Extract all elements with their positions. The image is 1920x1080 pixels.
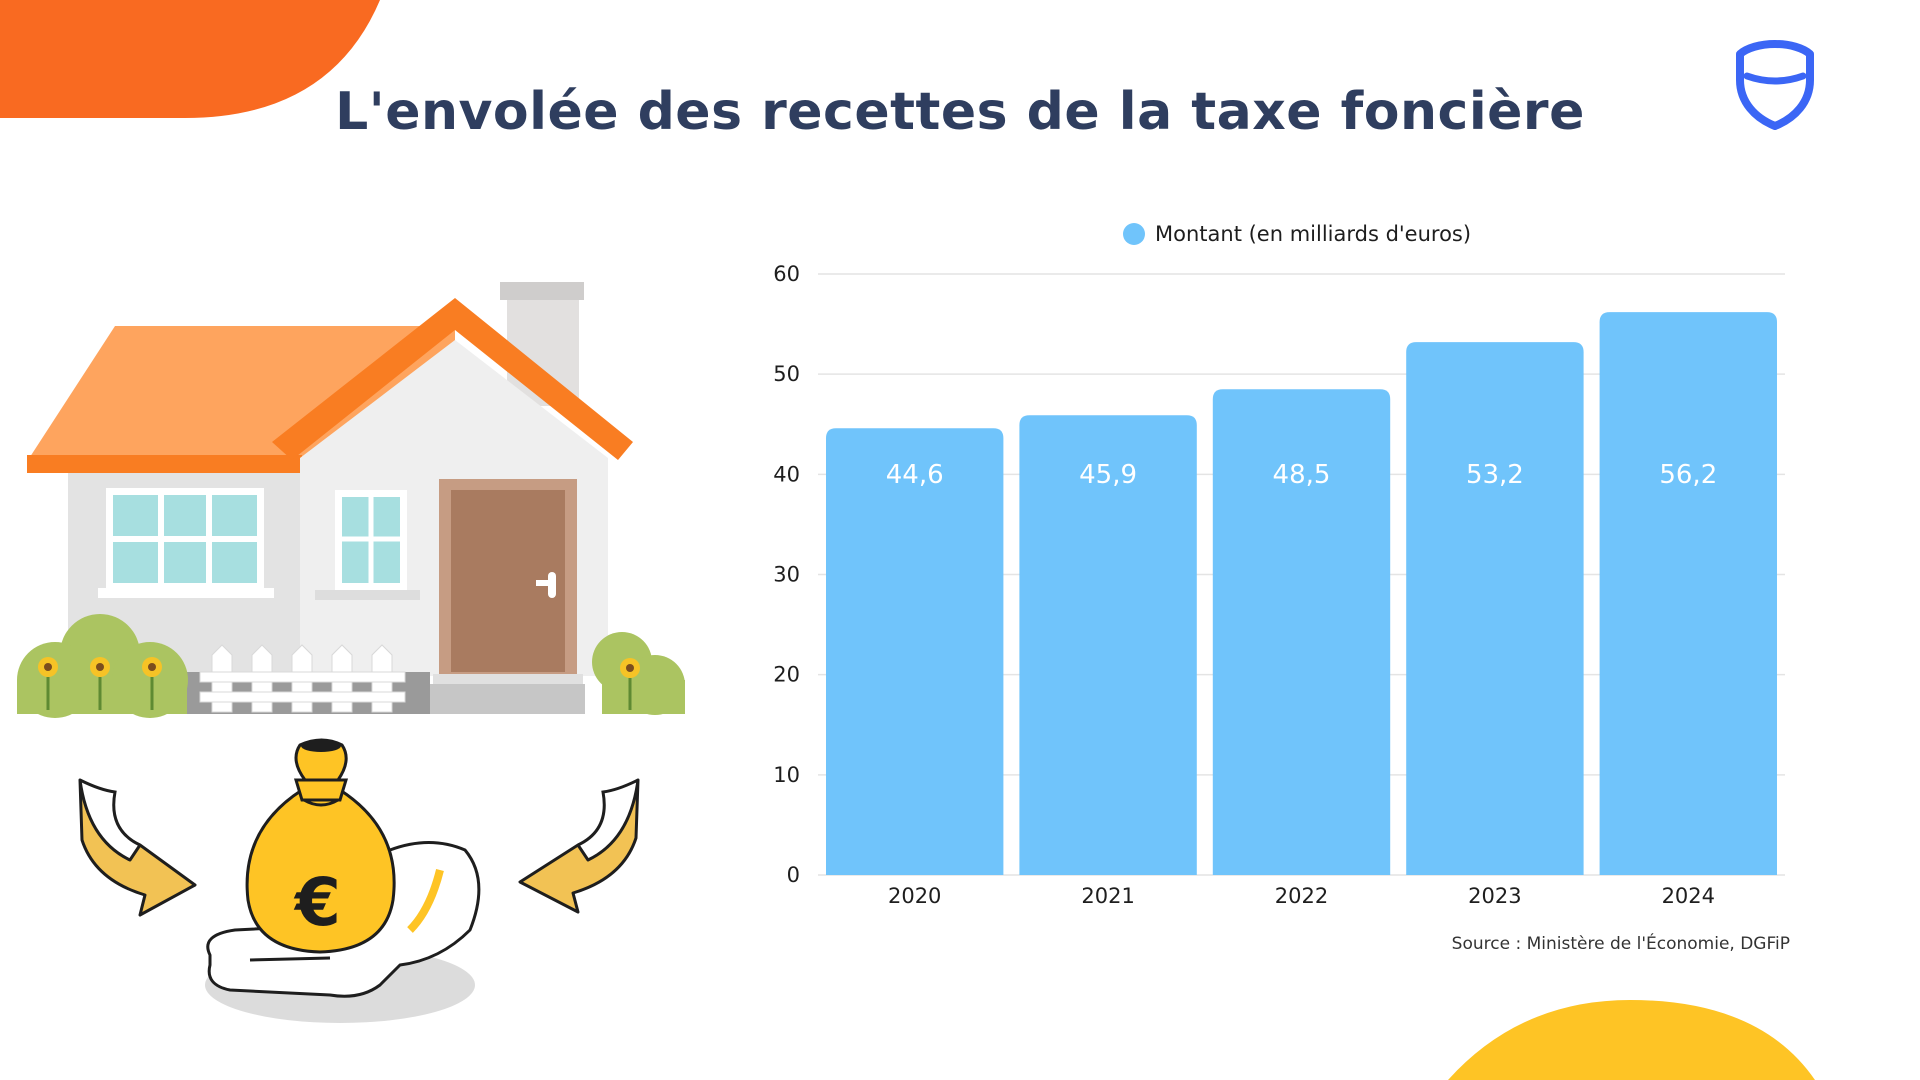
orange-corner-decoration	[0, 0, 380, 118]
bar-2022	[1212, 389, 1391, 875]
x-tick-label: 2020	[888, 884, 941, 908]
data-label-2020: 44,6	[886, 460, 944, 490]
legend-label: Montant (en milliards d'euros)	[1155, 222, 1471, 246]
data-label-2021: 45,9	[1079, 460, 1137, 490]
curved-arrow-icon	[78, 778, 197, 917]
page-title: L'envolée des recettes de la taxe fonciè…	[335, 82, 1585, 142]
bar-2023	[1406, 342, 1584, 875]
y-tick-label: 30	[773, 563, 800, 587]
x-tick-label: 2024	[1662, 884, 1715, 908]
shield-logo-icon	[1736, 40, 1814, 130]
y-tick-label: 20	[773, 663, 800, 687]
bar-2024	[1599, 312, 1777, 875]
data-label-2023: 53,2	[1466, 460, 1524, 490]
y-tick-label: 60	[773, 262, 800, 286]
y-tick-label: 40	[773, 462, 800, 486]
bar-2020	[826, 428, 1004, 875]
euro-icon: €	[293, 864, 341, 941]
y-tick-label: 10	[773, 763, 800, 787]
x-tick-label: 2023	[1468, 884, 1521, 908]
legend-marker	[1123, 223, 1145, 245]
x-tick-label: 2022	[1275, 884, 1328, 908]
house-illustration: €	[17, 282, 685, 1023]
y-tick-label: 0	[787, 863, 800, 887]
chart-legend: Montant (en milliards d'euros)	[1123, 222, 1471, 246]
bar-2021	[1019, 415, 1197, 875]
data-label-2024: 56,2	[1659, 460, 1717, 490]
data-label-2022: 48,5	[1273, 460, 1331, 490]
money-bag-icon	[245, 738, 396, 954]
curved-arrow-icon	[518, 778, 640, 914]
x-tick-label: 2021	[1081, 884, 1134, 908]
source-note: Source : Ministère de l'Économie, DGFiP	[1451, 934, 1790, 954]
y-tick-label: 50	[773, 362, 800, 386]
